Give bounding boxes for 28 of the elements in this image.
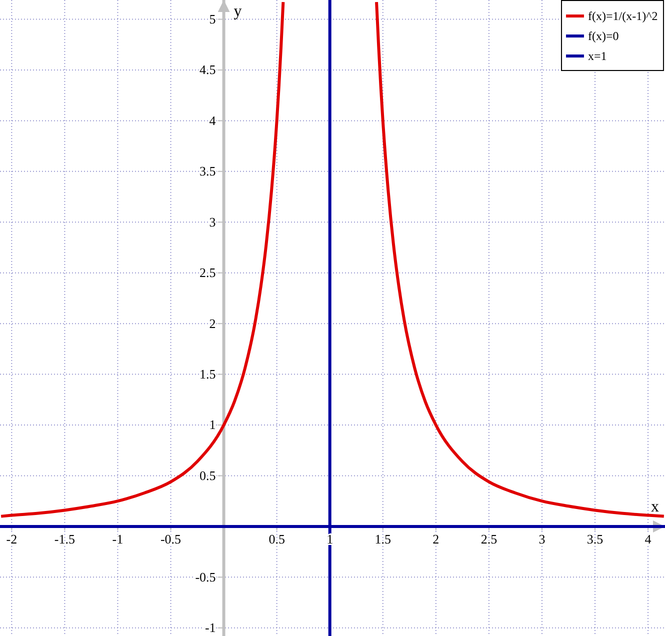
legend-label: f(x)=1/(x-1)^2: [588, 9, 658, 23]
x-tick-label: 3.5: [586, 532, 604, 547]
x-tick-label: -2: [6, 532, 18, 547]
x-tick-label: 1.5: [374, 532, 392, 547]
y-tick-label: 1: [209, 417, 216, 432]
x-tick-label: 2.5: [480, 532, 498, 547]
y-tick-label: -0.5: [195, 569, 216, 584]
x-tick-label: 0.5: [268, 532, 285, 547]
x-axis-title: x: [651, 498, 659, 516]
x-tick-label: 2: [432, 532, 440, 547]
y-tick-label: 3: [209, 214, 216, 230]
y-tick-label: 4: [209, 112, 216, 128]
x-tick-label: -0.5: [160, 532, 182, 547]
y-tick-label: 2.5: [200, 265, 216, 280]
x-tick-label: -1.5: [54, 532, 75, 547]
x-tick-label: 4: [644, 532, 652, 547]
y-tick-label: 4.5: [200, 62, 216, 78]
legend-label: x=1: [588, 49, 607, 63]
x-tick-label: -1: [112, 532, 124, 547]
y-tick-label: 0.5: [200, 468, 216, 483]
y-tick-label: 3.5: [200, 164, 216, 179]
y-tick-label: 2: [209, 316, 216, 331]
legend-label: f(x)=0: [588, 29, 619, 43]
y-tick-label: 1.5: [200, 366, 216, 382]
y-tick-label: -1: [204, 620, 216, 636]
x-tick-label: 3: [538, 532, 546, 547]
y-tick-label: 5: [209, 11, 216, 26]
y-axis-title: y: [234, 3, 242, 20]
